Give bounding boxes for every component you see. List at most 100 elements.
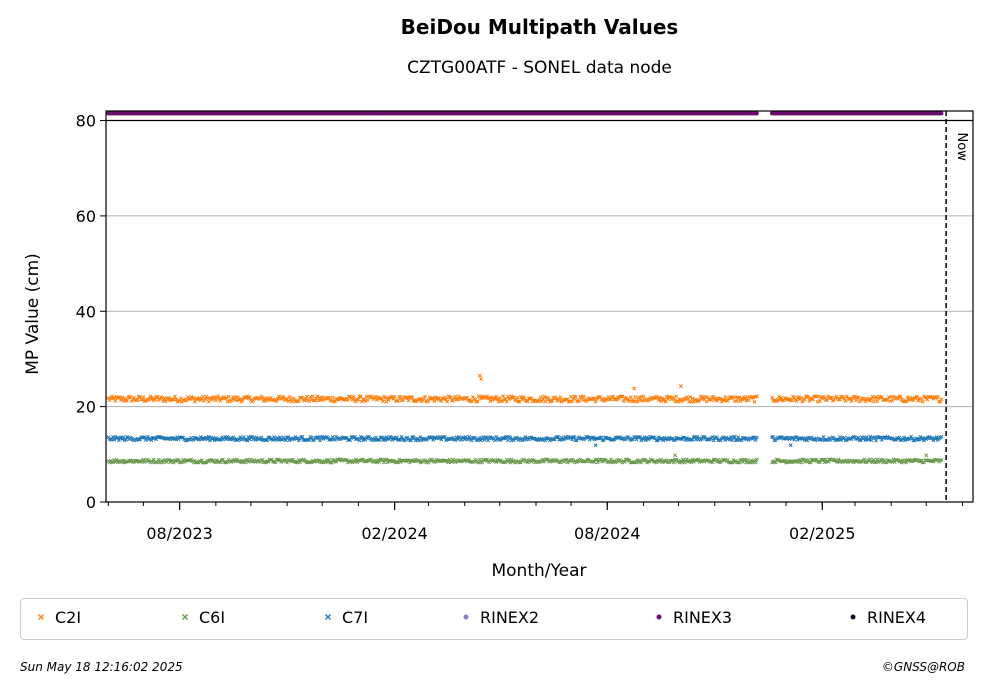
legend-label: C6I [199,607,226,627]
legend-marker [35,607,47,627]
data-point [723,395,728,399]
data-point [287,394,292,399]
legend-marker [653,607,665,627]
data-point [245,457,250,462]
data-point [539,399,544,404]
y-tick-label: 40 [76,302,96,321]
data-point [286,399,291,404]
data-point [750,460,755,465]
data-point [315,394,320,399]
data-point [855,395,860,400]
data-point [358,394,363,399]
data-point [151,436,156,440]
data-point [216,394,221,399]
series-c6i [106,453,944,465]
data-point [342,397,347,402]
data-point [494,394,499,399]
legend-item-rinex3: RINEX3 [653,607,732,627]
data-point [312,459,316,464]
y-tick-label: 60 [76,207,96,226]
data-point [243,395,248,400]
outlier-point [788,443,793,448]
copyright: ©GNSS@ROB [881,660,965,674]
data-point [754,111,759,116]
data-point [633,395,638,400]
data-point [641,394,646,399]
data-point [792,395,797,400]
legend-label: C7I [342,607,369,627]
data-point [497,458,502,463]
data-point [378,457,383,462]
data-point [224,395,229,400]
data-point [240,459,245,464]
legend-item-c6i: C6I [179,607,225,627]
data-point [433,395,438,400]
data-point [619,394,624,399]
x-tick-label: 08/2024 [574,524,640,543]
data-point [120,395,125,400]
data-point [737,395,742,400]
data-point [826,394,831,399]
data-point [770,395,774,400]
data-point [822,460,827,465]
x-tick-label: 08/2023 [146,524,212,543]
data-point [313,398,318,403]
series-c2i [106,373,944,404]
data-point [449,460,454,464]
data-point [520,397,524,402]
data-point [786,397,791,402]
data-point [120,437,125,442]
data-point [777,394,781,399]
data-point [870,394,875,399]
data-point [939,397,944,402]
data-point [788,398,793,403]
data-point [206,399,211,404]
data-point [295,399,300,404]
data-point [821,458,826,463]
data-point [725,398,730,403]
data-point [514,398,519,403]
data-point [515,395,520,400]
data-point [546,397,551,402]
data-point [410,395,415,400]
data-point [709,398,714,403]
data-point [511,395,516,400]
data-point [494,460,499,465]
data-point [670,458,675,463]
data-point [510,459,515,464]
data-point [904,399,909,404]
data-point [581,394,586,399]
data-point [112,396,117,400]
data-point [327,396,332,400]
data-point [543,399,548,404]
data-point [440,396,445,401]
data-point [488,399,493,404]
data-point [451,398,455,403]
data-point [831,458,836,463]
data-point [839,394,843,399]
data-point [500,399,505,403]
data-point [275,396,280,401]
data-point [445,399,450,404]
data-point [916,398,921,403]
data-point [557,398,562,403]
data-point [652,396,656,401]
data-point [817,399,822,404]
data-point [720,398,725,402]
data-point [396,398,401,403]
data-point [208,438,212,443]
data-point [753,460,758,465]
data-point [354,457,359,462]
data-point [799,460,804,465]
data-point [564,457,569,462]
data-point [155,395,160,400]
data-point [754,457,759,462]
legend-item-rinex4: RINEX4 [847,607,926,627]
data-point [397,457,402,462]
data-point [355,397,360,402]
data-point [813,457,818,462]
legend-marker [847,607,859,627]
x-tick-label: 02/2024 [361,524,427,543]
series-c7i [106,434,944,448]
data-point [550,398,555,403]
